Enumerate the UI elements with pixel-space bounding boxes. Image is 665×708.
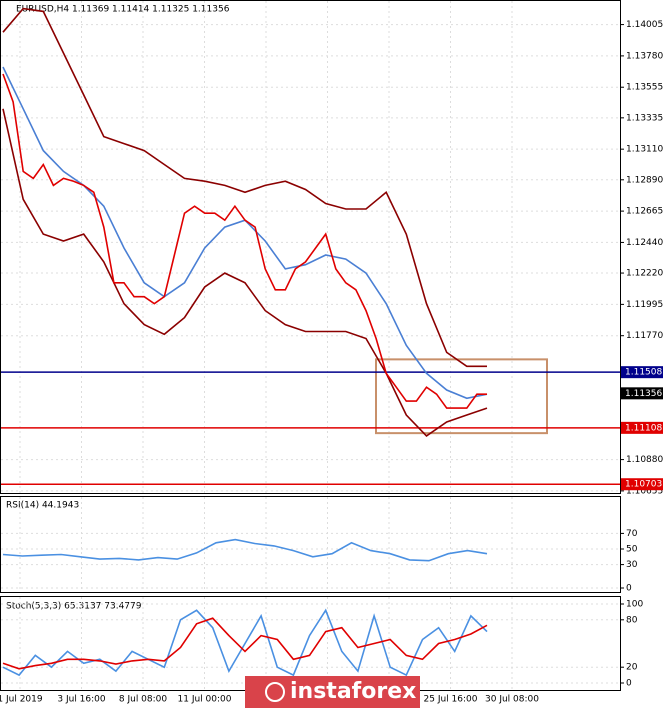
level-label-bg: [621, 478, 663, 491]
level-label-bg: [621, 366, 663, 379]
y-tick-label: 1.11995: [626, 300, 663, 310]
series-line: [2, 608, 488, 677]
watermark-logo: [265, 682, 285, 702]
y-tick-label: 80: [626, 615, 638, 625]
y-tick-label: 1.13555: [626, 83, 663, 93]
x-tick-label: 25 Jul 16:00: [424, 695, 478, 705]
level-label: 1.11108: [625, 423, 662, 433]
y-tick-label: 100: [626, 600, 643, 610]
y-tick-label: 1.12890: [626, 175, 663, 185]
y-tick-label: 1.11770: [626, 331, 663, 341]
level-label: 1.11508: [625, 368, 662, 378]
x-tick-label: 3 Jul 16:00: [57, 695, 106, 705]
x-tick-label: 30 Jul 08:00: [485, 695, 539, 705]
y-tick-label: 0: [626, 584, 632, 594]
series-line: [2, 66, 488, 400]
main-panel: [0, 0, 621, 494]
y-tick-label: 1.12440: [626, 238, 663, 248]
series-line: [2, 73, 487, 409]
y-tick-label: 0: [626, 679, 632, 689]
series-line: [2, 538, 488, 562]
series-line: [2, 7, 487, 368]
y-tick-label: 1.10880: [626, 455, 663, 465]
y-tick-label: 1.12665: [626, 207, 663, 217]
y-tick-label: 1.12220: [626, 269, 663, 279]
level-label-bg: [621, 421, 663, 434]
level-label: 1.10703: [625, 480, 662, 490]
y-tick-label: 50: [626, 545, 638, 555]
rsi-panel: [0, 496, 621, 593]
series-line: [2, 108, 488, 437]
y-tick-label: 20: [626, 663, 638, 673]
watermark: instaforex: [290, 679, 416, 704]
level-label-bg: [621, 387, 663, 400]
y-tick-label: 1.13335: [626, 113, 663, 123]
chart-title: EURUSD,H4 1.11369 1.11414 1.11325 1.1135…: [16, 5, 230, 15]
range-box: [375, 358, 548, 435]
y-tick-label: 30: [626, 560, 638, 570]
series-line: [2, 617, 488, 670]
x-tick-label: 8 Jul 08:00: [119, 695, 168, 705]
y-tick-label: 1.13780: [626, 51, 663, 61]
y-tick-label: 70: [626, 529, 638, 539]
y-tick-label: 1.13110: [626, 145, 663, 155]
level-label: 1.11356: [625, 389, 662, 399]
x-tick-label: 11 Jul 00:00: [178, 695, 232, 705]
y-tick-label: 1.10655: [626, 486, 663, 496]
y-tick-label: 1.14005: [626, 20, 663, 30]
stoch-title: Stoch(5,3,3) 65.3137 73.4779: [6, 602, 142, 612]
rsi-title: RSI(14) 44.1943: [6, 501, 79, 511]
x-tick-label: 1 Jul 2019: [0, 695, 43, 705]
watermark-bg: [245, 676, 420, 708]
